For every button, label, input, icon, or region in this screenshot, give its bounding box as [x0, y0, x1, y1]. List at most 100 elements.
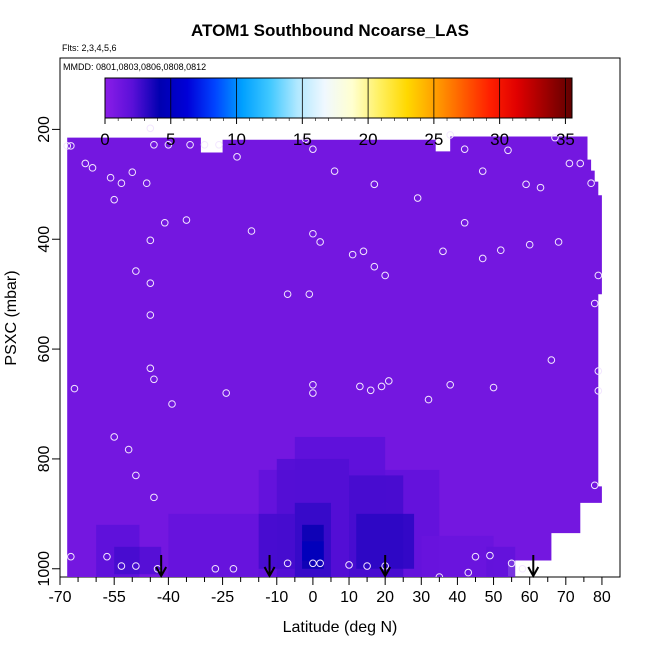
sample-point — [594, 387, 603, 395]
sample-point — [200, 140, 209, 149]
sample-point — [160, 218, 169, 227]
sample-point — [146, 236, 155, 245]
x-tick-label: 80 — [593, 589, 611, 606]
sample-point — [486, 551, 494, 560]
sample-point — [496, 246, 505, 255]
sample-point — [594, 271, 603, 280]
sample-point — [110, 195, 118, 204]
colorbar-tick-label: 10 — [227, 130, 246, 149]
x-tick-label: 50 — [485, 589, 503, 606]
x-tick-label: 0 — [308, 589, 317, 606]
sample-point — [370, 262, 379, 271]
sample-point — [124, 445, 133, 454]
sample-point — [460, 145, 469, 153]
sample-point — [146, 364, 155, 373]
sample-point — [67, 552, 75, 561]
sample-point — [70, 384, 79, 393]
colorbar-tick-label: 20 — [359, 130, 378, 149]
heatmap-cell — [258, 513, 295, 569]
sample-point — [229, 564, 238, 573]
sample-point — [168, 400, 176, 408]
sample-point — [518, 564, 527, 573]
flight-arrow — [155, 555, 168, 579]
heatmap-cell — [302, 541, 324, 561]
x-tick-label: 60 — [521, 589, 539, 606]
sample-point — [81, 159, 90, 168]
sample-point — [536, 183, 545, 192]
sample-point — [110, 433, 118, 441]
sample-point — [150, 493, 158, 502]
sample-point — [381, 271, 389, 280]
sample-point — [576, 159, 585, 168]
sample-point — [345, 561, 353, 569]
sample-point — [132, 267, 140, 275]
heatmap-cell — [486, 546, 516, 577]
chart-title: ATOM1 Southbound Ncoarse_LAS — [191, 21, 469, 40]
sample-point — [590, 299, 599, 308]
sample-point — [507, 559, 516, 568]
sample-point — [63, 142, 72, 150]
sample-point — [309, 389, 317, 397]
y-axis: 200 400 600 800 1000 — [36, 116, 60, 587]
sample-point — [316, 238, 324, 246]
heatmap-field — [67, 136, 602, 577]
sample-point — [146, 311, 155, 319]
sample-point — [554, 238, 563, 246]
sample-point — [478, 167, 487, 175]
sample-point — [309, 229, 317, 238]
sample-point — [88, 164, 97, 172]
sample-point — [146, 279, 155, 287]
x-tick-label: -70 — [48, 589, 71, 606]
sample-point — [117, 179, 126, 188]
sample-point — [132, 562, 140, 570]
y-tick-label: 200 — [36, 116, 53, 143]
sample-point — [590, 481, 599, 490]
colorbar-tick-label: 35 — [556, 130, 575, 149]
sample-point — [565, 159, 574, 168]
sample-point — [525, 240, 534, 249]
x-axis: -70 -55 -40 -25 -10 0 10 20 30 40 50 60 70 80 — [48, 577, 611, 606]
colorbar-tick-label: 25 — [424, 130, 443, 149]
x-tick-label: -25 — [211, 589, 234, 606]
x-tick-label: 70 — [557, 589, 575, 606]
colorbar-tick-label: 15 — [293, 130, 312, 149]
sample-point — [247, 227, 256, 235]
sample-point — [316, 559, 324, 568]
sample-point — [146, 124, 155, 133]
sample-point — [460, 218, 469, 227]
sample-point — [363, 562, 371, 570]
sample-point — [305, 290, 314, 298]
sample-point — [547, 356, 556, 364]
field-background — [67, 136, 602, 577]
x-tick-label: -40 — [157, 589, 180, 606]
flight-arrow — [527, 555, 540, 579]
sample-point — [330, 167, 339, 175]
sample-point — [132, 471, 140, 480]
sample-point — [489, 383, 498, 392]
sample-point — [464, 568, 473, 577]
x-axis-label: Latitude (deg N) — [283, 619, 398, 636]
sample-point — [384, 377, 393, 385]
sample-point — [117, 562, 126, 570]
colorbar: 0 5 10 15 20 25 30 35 — [100, 77, 575, 149]
sample-point — [67, 142, 75, 150]
x-tick-label: 30 — [412, 589, 430, 606]
sample-point — [446, 380, 454, 389]
sample-point — [106, 173, 115, 182]
colorbar-gradient — [104, 77, 573, 119]
dates-label: MMDD: 0801,0803,0806,0808,0812 — [63, 62, 206, 72]
flight-arrow — [263, 555, 276, 579]
sample-point — [587, 179, 595, 188]
sample-point — [164, 140, 173, 149]
sample-point — [413, 194, 422, 202]
x-tick-label: -10 — [265, 589, 288, 606]
sample-point — [283, 559, 292, 568]
sample-point — [150, 140, 158, 149]
sample-point — [103, 552, 111, 561]
sample-point — [142, 179, 151, 188]
sample-point — [128, 168, 137, 177]
x-tick-label: 20 — [376, 589, 394, 606]
colorbar-tick-label: 30 — [490, 130, 509, 149]
sample-point — [471, 552, 480, 561]
